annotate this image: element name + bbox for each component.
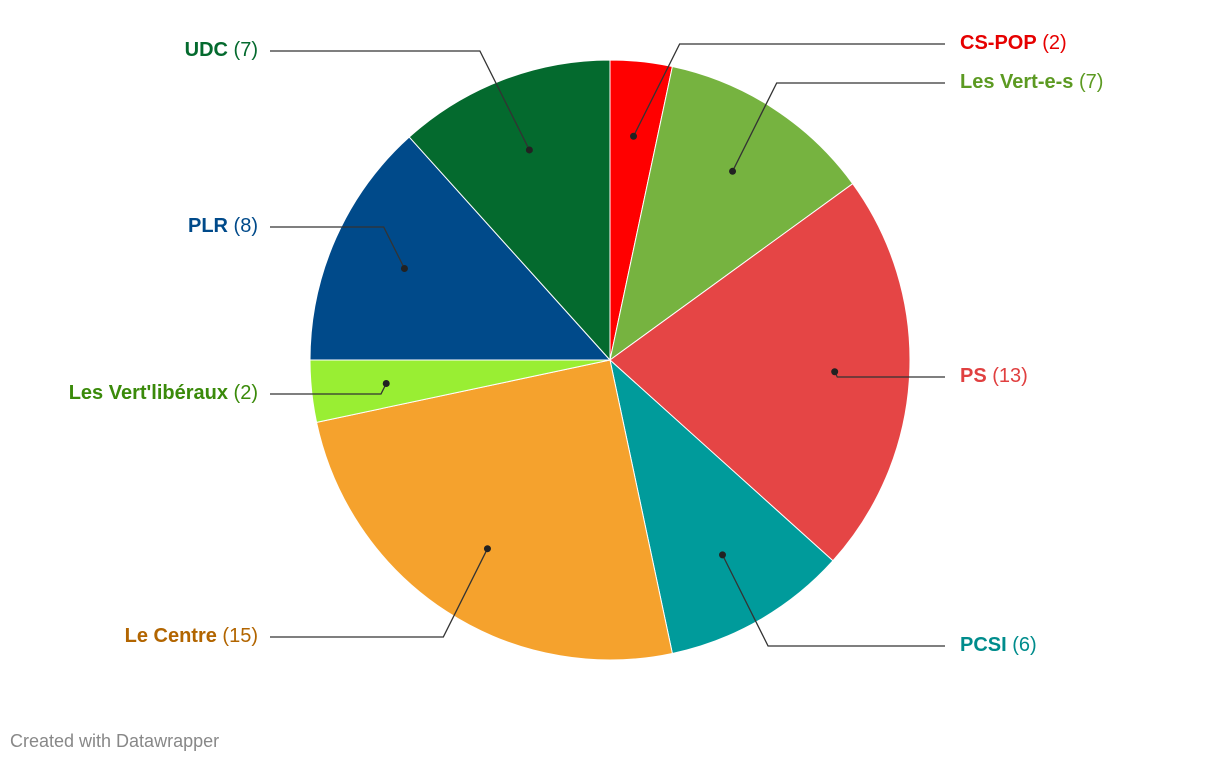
leader-dot [483,545,491,553]
slice-label: CS-POP (2) [960,32,1067,54]
label-name: PS [960,365,987,387]
label-name: Les Vert'libéraux [69,382,228,404]
label-value: (2) [234,382,258,404]
slice-label: PS (13) [960,365,1028,387]
label-value: (7) [234,39,258,61]
label-value: (8) [234,215,258,237]
label-value: (6) [1012,634,1036,656]
leader-dot [630,132,638,140]
slice [315,359,673,661]
leader-line [731,82,945,172]
slice [309,136,612,361]
leader-line [270,50,530,151]
slice [609,65,854,362]
leader-dot [831,368,839,376]
slice-label: PCSI (6) [960,634,1037,656]
slice [609,182,911,562]
label-name: Les Vert-e-s [960,71,1073,93]
slice [609,358,834,655]
label-name: PCSI [960,634,1007,656]
label-name: CS-POP [960,32,1037,54]
leader-dot [719,551,726,559]
leader-line [270,548,489,638]
leader-dot [729,167,737,175]
leader-line [721,554,945,647]
label-value: (7) [1079,71,1103,93]
slice-label: Les Vert'libéraux (2) [69,382,258,404]
label-value: (15) [222,625,258,647]
label-name: PLR [188,215,229,237]
slice-label: Les Vert-e-s (7) [960,71,1103,93]
labels: CS-POP (2) Les Vert-e-s (7) PS (13) PCSI (6… [69,32,1104,656]
pie [309,59,911,661]
slice [408,59,611,362]
leader-line [270,383,387,395]
leader-dot [400,264,408,272]
credit: Created with Datawrapper [10,731,219,751]
label-value: (13) [992,365,1028,387]
leader-line [632,43,945,137]
label-name: UDC [185,39,228,61]
slice-label: PLR (8) [188,215,258,237]
label-value: (2) [1042,32,1066,54]
slice-label: Le Centre (15) [125,625,258,647]
leader-dot [382,380,390,388]
leader-dot [525,146,533,154]
slice-label: UDC (7) [185,39,258,61]
leader-line [270,226,406,269]
label-name: Le Centre [125,625,217,647]
